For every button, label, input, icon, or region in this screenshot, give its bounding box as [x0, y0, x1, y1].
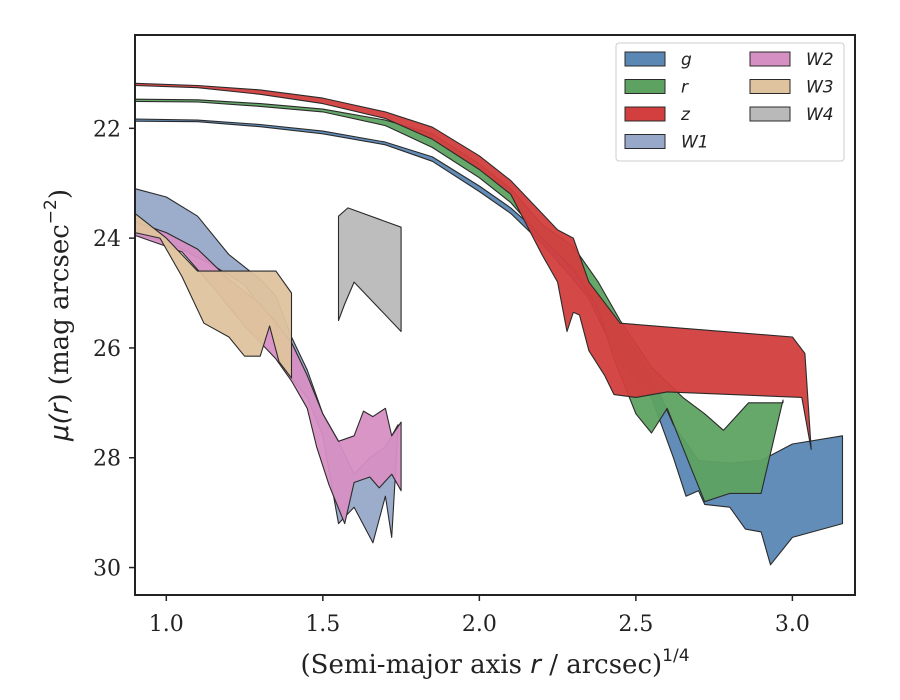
y-axis-label-variable: r [45, 401, 75, 414]
legend-label-z: z [680, 105, 691, 125]
y-axis: 22 24 26 28 30 [93, 117, 135, 582]
x-tick-label: 3.0 [775, 612, 810, 637]
legend-swatch-g [624, 51, 666, 67]
y-tick-label: 30 [93, 557, 121, 582]
legend-label-w1: W1 [681, 133, 709, 153]
legend-swatch-w4 [749, 106, 791, 122]
plot-frame [134, 34, 856, 596]
series-band-g [134, 118, 844, 566]
y-axis-label-end: ) [45, 189, 75, 199]
x-tick-label: 2.0 [462, 612, 497, 637]
series-band-z [134, 82, 812, 451]
y-tick-label: 24 [93, 227, 121, 252]
y-tick-label: 28 [93, 447, 121, 472]
x-tick-label: 1.0 [149, 612, 184, 637]
legend-swatch-w2 [749, 51, 791, 67]
series-layer [134, 82, 844, 566]
x-axis-label: (Semi-major axis r / arcsec)1/4 [300, 646, 689, 680]
x-tick-label: 2.5 [618, 612, 653, 637]
legend-label-w2: W2 [806, 50, 834, 70]
legend-box [615, 42, 845, 162]
y-axis-label-tail: ) (mag arcsec [45, 224, 75, 403]
x-axis-label-tail: / arcsec) [541, 650, 662, 680]
series-band-w4 [337, 207, 402, 333]
y-axis-label-exponent: −2 [41, 199, 61, 224]
x-axis-label-exponent: 1/4 [662, 646, 689, 666]
legend-label-w4: W4 [806, 105, 834, 125]
y-tick-label: 26 [93, 337, 121, 362]
x-axis: 1.0 1.5 2.0 2.5 3.0 [149, 595, 810, 637]
legend-swatch-z [624, 106, 666, 122]
legend-swatch-w3 [749, 79, 791, 94]
legend-swatch-w1 [624, 134, 666, 149]
legend-swatch-r [624, 79, 666, 94]
x-axis-label-variable: r [530, 650, 543, 680]
legend: grz W1 W2 W3 W4 [615, 42, 845, 162]
y-axis-label: μ(r) (mag arcsec−2) [41, 189, 75, 442]
legend-label-w3: W3 [806, 78, 834, 98]
legend-label-r: r [681, 78, 689, 98]
y-axis-label-main: μ( [45, 412, 75, 442]
x-axis-label-main: (Semi-major axis [300, 650, 530, 680]
y-tick-label: 22 [93, 117, 121, 142]
series-band-w3 [134, 212, 293, 379]
legend-items: grz W1 W2 W3 W4 [624, 50, 834, 153]
legend-label-g: g [681, 50, 692, 70]
x-tick-label: 1.5 [305, 612, 340, 637]
